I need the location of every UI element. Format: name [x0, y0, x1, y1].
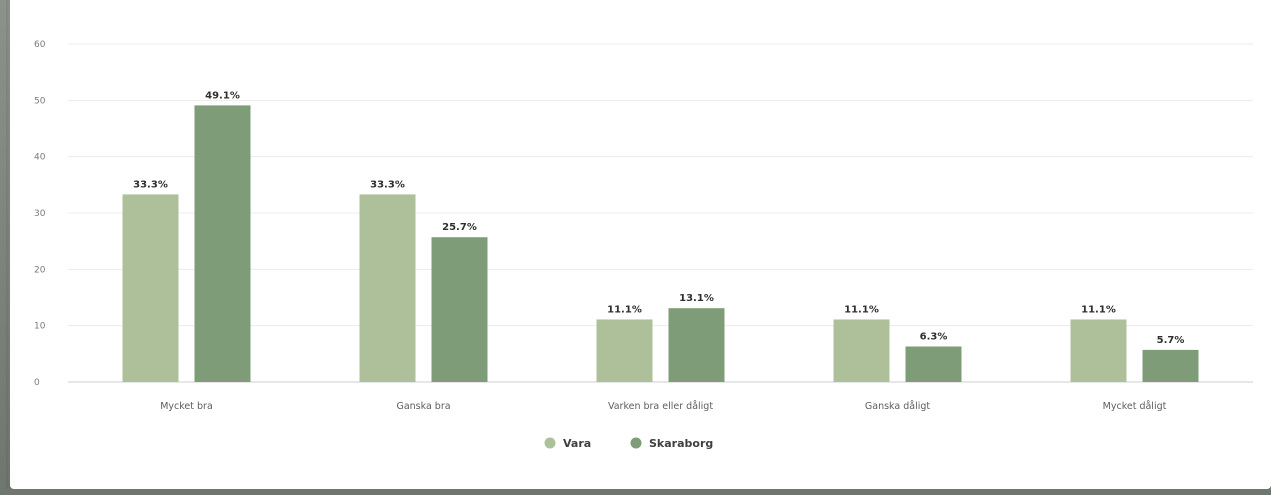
- category-label: Ganska bra: [396, 401, 450, 412]
- card-shadow: [6, 0, 10, 489]
- y-tick-label: 40: [34, 153, 46, 163]
- bar-vara-4[interactable]: [1070, 319, 1127, 382]
- y-tick-label: 60: [34, 40, 46, 50]
- bar-skaraborg-2[interactable]: [668, 308, 725, 382]
- y-tick-label: 0: [34, 378, 40, 388]
- legend-swatch: [544, 437, 556, 449]
- category-label: Mycket dåligt: [1103, 401, 1167, 412]
- bar-vara-2[interactable]: [596, 319, 653, 382]
- bar-skaraborg-0[interactable]: [194, 105, 251, 383]
- data-label: 49.1%: [205, 90, 240, 101]
- category-labels: Mycket bra Ganska bra Varken bra eller dål…: [160, 401, 1166, 412]
- legend-label: Vara: [563, 437, 591, 450]
- data-label: 11.1%: [844, 304, 879, 315]
- bars: [122, 105, 1199, 383]
- bar-vara-0[interactable]: [122, 194, 179, 382]
- bar-skaraborg-1[interactable]: [431, 237, 488, 382]
- y-tick-label: 50: [34, 96, 46, 106]
- category-label: Varken bra eller dåligt: [608, 401, 713, 412]
- data-label: 6.3%: [920, 332, 948, 343]
- data-label: 5.7%: [1157, 335, 1185, 346]
- legend-item-skaraborg[interactable]: Skaraborg: [630, 437, 714, 450]
- bar-skaraborg-4[interactable]: [1142, 349, 1199, 382]
- legend[interactable]: Vara Skaraborg: [544, 437, 714, 450]
- data-label: 11.1%: [607, 304, 642, 315]
- legend-label: Skaraborg: [649, 437, 713, 450]
- data-labels: 33.3% 49.1% 33.3% 25.7% 11.1% 13.1% 11.1% 6.3% 1…: [133, 90, 1184, 345]
- data-label: 25.7%: [442, 222, 477, 233]
- legend-swatch: [630, 437, 642, 449]
- data-label: 33.3%: [133, 179, 168, 190]
- chart-card: 0 10 20 30 40 50 60 33.3% 49.1% 33.3% 25.7% 11.1% 1…: [10, 0, 1271, 489]
- data-label: 11.1%: [1081, 304, 1116, 315]
- bar-chart: 0 10 20 30 40 50 60 33.3% 49.1% 33.3% 25.7% 11.1% 1…: [34, 40, 1253, 450]
- data-label: 13.1%: [679, 293, 714, 304]
- y-tick-label: 20: [34, 265, 46, 275]
- bar-skaraborg-3[interactable]: [905, 346, 962, 382]
- data-label: 33.3%: [370, 179, 405, 190]
- y-tick-label: 30: [34, 209, 46, 219]
- legend-item-vara[interactable]: Vara: [544, 437, 592, 450]
- category-label: Mycket bra: [160, 401, 213, 412]
- bar-vara-1[interactable]: [359, 194, 416, 382]
- y-axis-ticks: 0 10 20 30 40 50 60: [34, 40, 46, 388]
- y-tick-label: 10: [34, 322, 46, 332]
- bar-vara-3[interactable]: [833, 319, 890, 382]
- category-label: Ganska dåligt: [865, 401, 930, 412]
- gridlines: [68, 43, 1253, 383]
